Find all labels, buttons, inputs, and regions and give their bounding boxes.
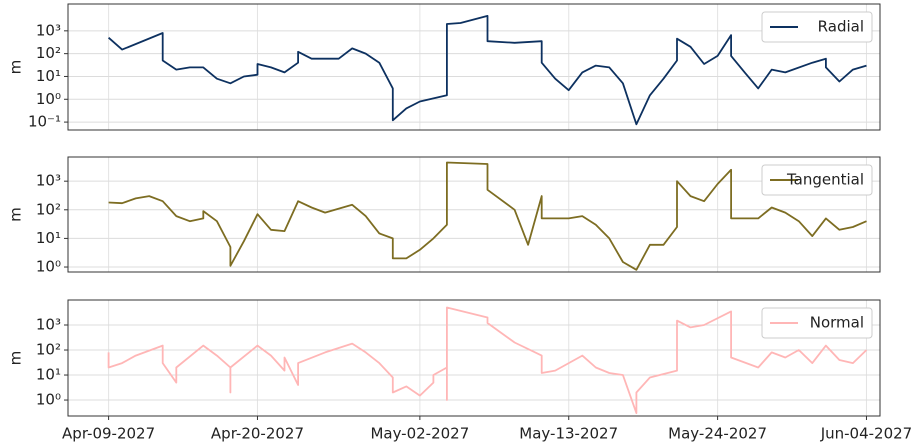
x-tick-label: May-13-2027 — [519, 425, 618, 443]
x-tick-label: May-02-2027 — [370, 425, 469, 443]
y-axis-label: m — [7, 351, 25, 366]
plot-frame — [67, 3, 881, 131]
y-tick-label: 10² — [36, 200, 61, 218]
y-tick-label: 10³ — [36, 172, 61, 190]
y-tick-label: 10⁻¹ — [28, 113, 61, 131]
y-tick-label: 10¹ — [36, 366, 61, 384]
series-line — [108, 161, 867, 271]
legend-box — [761, 164, 873, 196]
plot-frame — [67, 156, 881, 273]
y-axis-label: m — [7, 207, 25, 222]
legend-box — [761, 307, 873, 339]
y-tick-label: 10³ — [36, 316, 61, 334]
series-line — [107, 306, 868, 414]
x-tick-label: Jun-04-2027 — [820, 425, 913, 443]
y-tick-label: 10⁰ — [36, 391, 61, 409]
legend-label: Tangential — [786, 171, 864, 189]
plot-frame — [67, 299, 881, 417]
y-tick-label: 10² — [36, 44, 61, 62]
y-tick-label: 10³ — [36, 21, 61, 39]
legend-box — [761, 11, 873, 43]
y-tick-label: 10¹ — [36, 67, 61, 85]
x-tick-label: May-24-2027 — [668, 425, 767, 443]
y-tick-label: 10⁰ — [36, 258, 61, 276]
series-line — [108, 15, 867, 126]
y-axis-label: m — [7, 60, 25, 75]
legend-label: Normal — [810, 314, 864, 332]
x-tick-label: Apr-09-2027 — [62, 425, 155, 443]
x-tick-label: Apr-20-2027 — [211, 425, 304, 443]
y-tick-label: 10¹ — [36, 229, 61, 247]
y-tick-label: 10⁰ — [36, 90, 61, 108]
legend-label: Radial — [818, 18, 864, 36]
y-tick-label: 10² — [36, 341, 61, 359]
